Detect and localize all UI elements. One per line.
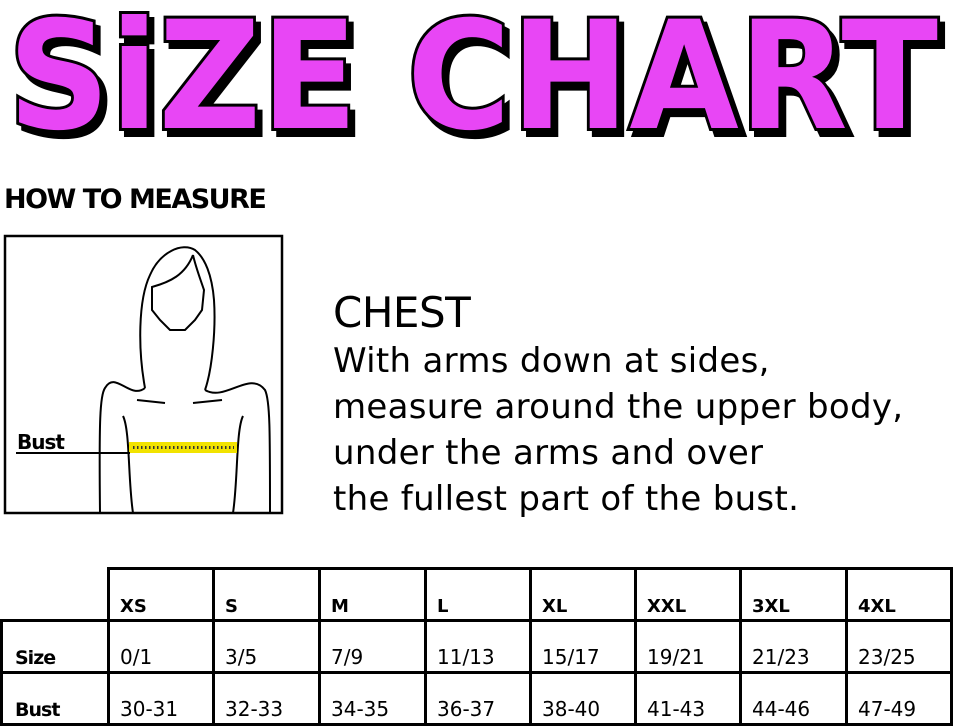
column-header: XXL [634, 567, 742, 622]
measuring-tape [129, 442, 237, 453]
table-cell: 44-46 [739, 671, 848, 726]
column-header: 3XL [739, 567, 848, 622]
row-label: Bust [0, 671, 110, 726]
measure-figure: Bust [3, 234, 284, 515]
table-cell: 0/1 [107, 619, 215, 674]
how-to-measure-heading: HOW TO MEASURE [4, 184, 267, 215]
table-cell: 21/23 [739, 619, 848, 674]
chest-heading: CHEST [333, 288, 471, 337]
table-cell: 11/13 [424, 619, 532, 674]
size-table: XS S M L XL XXL 3XL 4XL Size 0/1 3/5 7/9… [0, 567, 953, 726]
table-cell: 23/25 [845, 619, 953, 674]
column-header: XL [529, 567, 637, 622]
table-cell: 38-40 [529, 671, 637, 726]
bust-label: Bust [17, 430, 65, 454]
chest-instruction-line: With arms down at sides, [333, 341, 770, 381]
table-cell: 3/5 [212, 619, 321, 674]
chest-instruction-line: measure around the upper body, [333, 387, 904, 427]
table-cell: 34-35 [318, 671, 427, 726]
column-header: XS [107, 567, 215, 622]
table-cell: 41-43 [634, 671, 742, 726]
table-cell: 30-31 [107, 671, 215, 726]
chest-instruction-line: under the arms and over [333, 433, 764, 473]
table-cell: 36-37 [424, 671, 532, 726]
table-header-row: XS S M L XL XXL 3XL 4XL [1, 567, 953, 622]
table-cell: 7/9 [318, 619, 427, 674]
table-cell: 32-33 [212, 671, 321, 726]
corner-cell [1, 568, 109, 622]
chest-instruction-line: the fullest part of the bust. [333, 479, 800, 519]
woman-outline-icon [98, 246, 271, 514]
table-cell: 15/17 [529, 619, 637, 674]
table-row: Size 0/1 3/5 7/9 11/13 15/17 19/21 21/23… [0, 619, 953, 674]
table-row: Bust 30-31 32-33 34-35 36-37 38-40 41-43… [0, 671, 953, 726]
column-header: L [424, 567, 532, 622]
column-header: M [318, 567, 427, 622]
column-header: S [212, 567, 321, 622]
table-cell: 19/21 [634, 619, 742, 674]
row-label: Size [0, 619, 110, 674]
size-chart-title: SiZE CHART [5, 0, 941, 167]
title-text: SiZE CHART [8, 0, 938, 164]
column-header: 4XL [845, 567, 953, 622]
table-cell: 47-49 [845, 671, 953, 726]
